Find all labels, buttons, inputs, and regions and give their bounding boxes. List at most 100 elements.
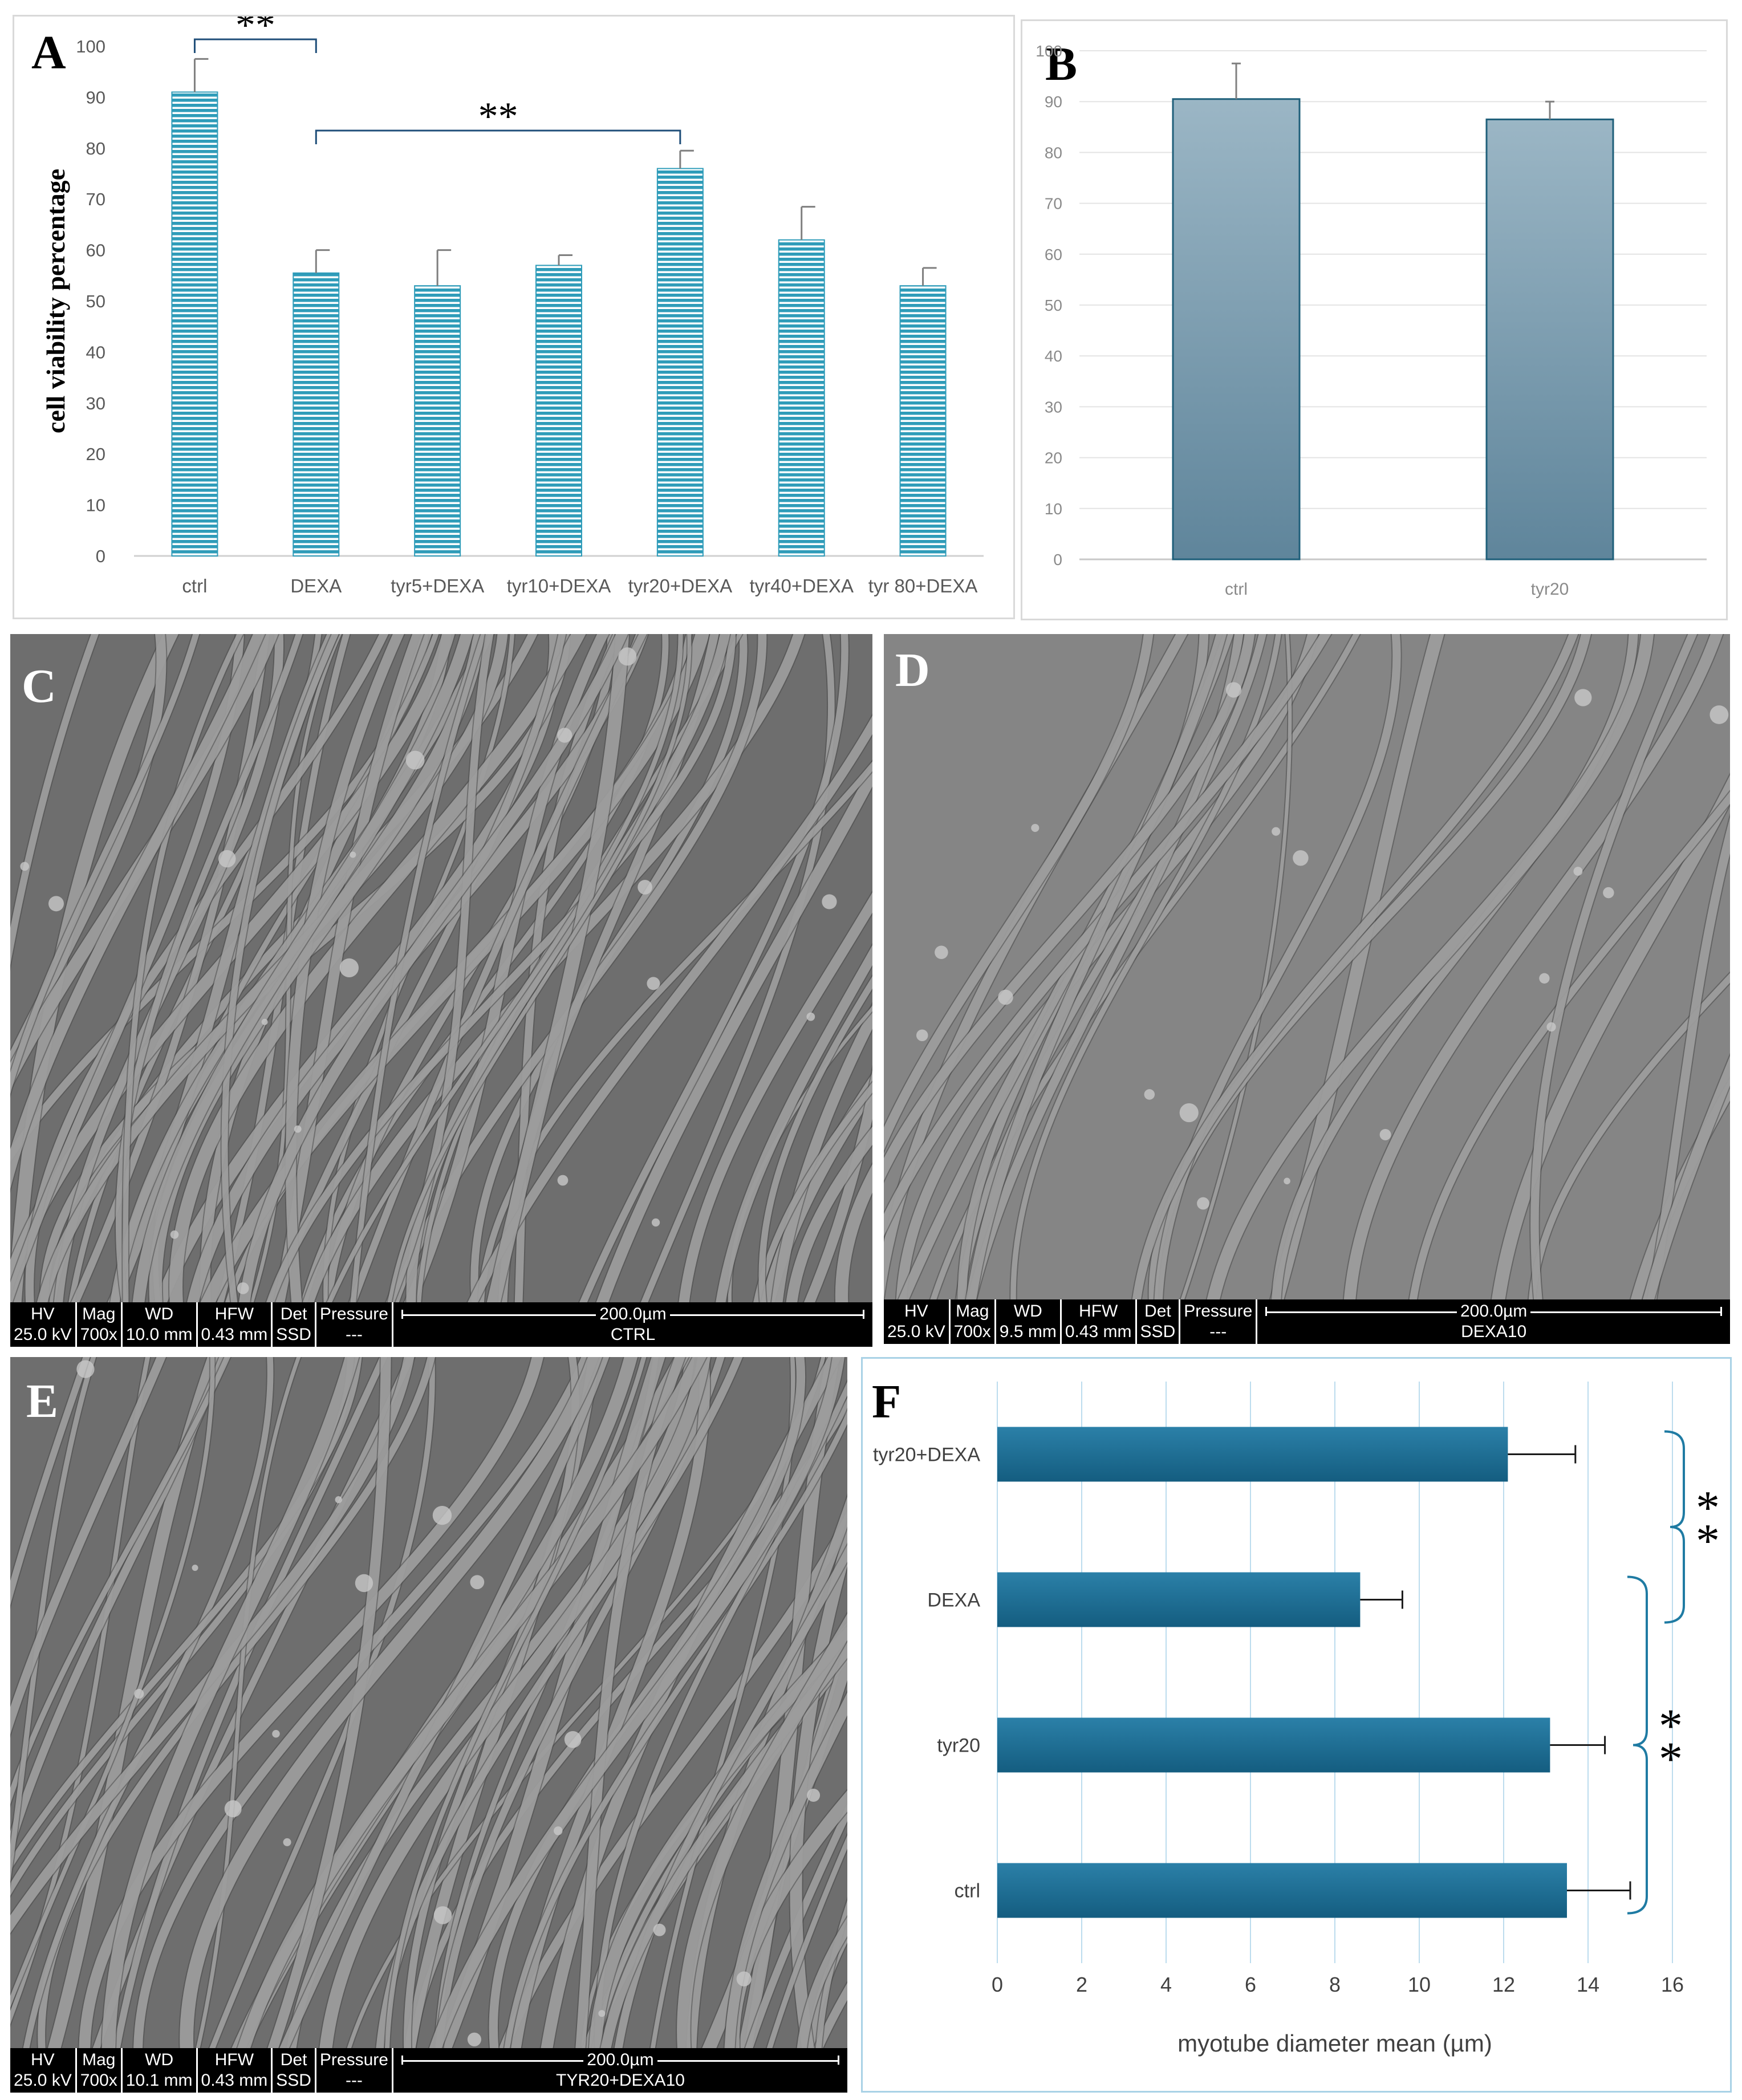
sem-info-bar-e: HV 25.0 kV Mag 700x WD 10.1 mm HFW 0.43 mm D… [10, 2048, 847, 2093]
mag-header: Mag [956, 1302, 989, 1321]
significance-label: * [1696, 1514, 1720, 1567]
myotube [113, 1357, 388, 2048]
x-tick-label: tyr20+DEXA [628, 575, 733, 596]
bar [997, 1863, 1567, 1918]
myotube [101, 1357, 359, 2048]
x-tick-label: 10 [1408, 1973, 1431, 1996]
myotube [10, 634, 200, 1094]
wd-value: 10.0 mm [125, 1325, 193, 1344]
pressure-cell: Pressure --- [316, 1302, 393, 1347]
y-tick-label: 20 [86, 444, 105, 464]
cell-debris [405, 750, 425, 770]
bar [778, 239, 825, 557]
myotube [579, 634, 848, 1302]
cell-debris [283, 1838, 291, 1846]
y-tick-label: 80 [86, 139, 105, 159]
bar [535, 265, 582, 557]
significance-label: * [1659, 1733, 1683, 1786]
x-tick-label: 8 [1329, 1973, 1341, 1996]
myotube [133, 1357, 591, 2048]
x-axis-label: myotube diameter mean (µm) [1177, 2030, 1492, 2057]
cell-debris [564, 1731, 582, 1748]
myotube [386, 634, 494, 1302]
myotube [349, 634, 647, 1302]
cell-debris [618, 647, 637, 666]
y-tick-label: 40 [86, 342, 105, 362]
significance-bracket [193, 38, 317, 53]
cell-debris [294, 1125, 302, 1133]
panel-a: A 0 10 20 30 40 50 60 70 80 90 100 cell viability p… [13, 15, 1015, 619]
myotube [196, 1357, 301, 2048]
hv-cell: HV 25.0 kV [10, 2048, 77, 2093]
myotube [966, 634, 1227, 1299]
y-tick-label: 0 [96, 546, 105, 566]
cell-debris [822, 894, 837, 909]
hfw-header: HFW [1079, 1302, 1118, 1321]
y-tick-label: 60 [1045, 246, 1062, 263]
y-tick-label: 40 [1045, 347, 1062, 365]
cell-debris [935, 945, 948, 960]
pressure-header: Pressure [319, 1305, 388, 1323]
mag-value: 700x [80, 1325, 117, 1344]
cell-debris [1031, 823, 1039, 832]
x-tick-label: ctrl [1225, 580, 1248, 599]
y-tick-label: tyr20+DEXA [873, 1444, 980, 1466]
sample-name: CTRL [610, 1325, 656, 1344]
chart-b: 0 10 20 30 40 50 60 70 80 90 100 ctrl tyr20 [1036, 42, 1707, 599]
cell-debris [335, 1496, 342, 1504]
significance-label: ** [235, 17, 275, 47]
myotube [1642, 1055, 1730, 1299]
significance-bracket [1664, 1430, 1685, 1624]
myotube [716, 945, 872, 1302]
cell-debris [76, 1360, 95, 1378]
cell-debris [355, 1574, 373, 1593]
hv-value: 25.0 kV [887, 1322, 945, 1341]
scale-label: 200.0µm [596, 1305, 670, 1324]
significance-label: * [1659, 1700, 1683, 1753]
significance-label: * [1696, 1481, 1720, 1534]
sem-image-e: E HV 25.0 kV Mag 700x WD 10.1 mm HFW 0.43 mm… [10, 1357, 847, 2093]
y-tick-label: 10 [86, 495, 105, 515]
cell-debris [1144, 1089, 1155, 1100]
cell-debris [470, 1575, 485, 1590]
myotube [1343, 634, 1723, 1299]
myotube [478, 761, 872, 1302]
cell-debris [170, 1230, 179, 1239]
cell-debris [916, 1029, 928, 1042]
cell-debris [350, 851, 356, 858]
x-tick-label: ctrl [182, 575, 207, 596]
wd-header: WD [145, 1305, 174, 1323]
bar [899, 285, 947, 557]
panel-label-a: A [31, 26, 66, 79]
myotube [10, 634, 99, 966]
bar [171, 91, 218, 557]
det-value: SSD [276, 1325, 311, 1344]
cell-debris [1226, 682, 1242, 698]
x-tick-label: 16 [1661, 1973, 1684, 1996]
myotube [92, 1357, 415, 2048]
myotube [1272, 634, 1638, 1299]
sem-info-bar-c: HV 25.0 kV Mag 700x WD 10.0 mm HFW 0.43 mm D… [10, 1302, 872, 1347]
x-tick-label: tyr 80+DEXA [868, 575, 978, 596]
hfw-header: HFW [214, 2050, 254, 2069]
significance-bracket [315, 129, 681, 144]
bar [293, 272, 340, 557]
hv-header: HV [904, 1302, 928, 1321]
y-tick-label: 60 [86, 241, 105, 261]
myotube [589, 1626, 847, 2048]
y-tick-label: DEXA [927, 1590, 980, 1611]
cell-debris [134, 1689, 144, 1699]
myotube [267, 634, 566, 1302]
cell-debris [637, 880, 652, 895]
hv-header: HV [31, 1305, 55, 1323]
hfw-header: HFW [214, 1305, 254, 1323]
chart-f: 0 2 4 6 8 10 12 14 16 myotube diameter mean (µm) t… [873, 1382, 1720, 2057]
panel-b: B 0 10 20 30 40 50 60 70 80 90 100 ctrl tyr20 [1021, 19, 1728, 620]
myotube [1491, 775, 1730, 1299]
pressure-cell: Pressure --- [1180, 1299, 1258, 1344]
mag-header: Mag [82, 2050, 116, 2069]
myotube [23, 1357, 274, 2048]
x-tick-label: tyr5+DEXA [391, 575, 484, 596]
myotube [10, 1357, 362, 1871]
myotube [10, 1357, 230, 1805]
